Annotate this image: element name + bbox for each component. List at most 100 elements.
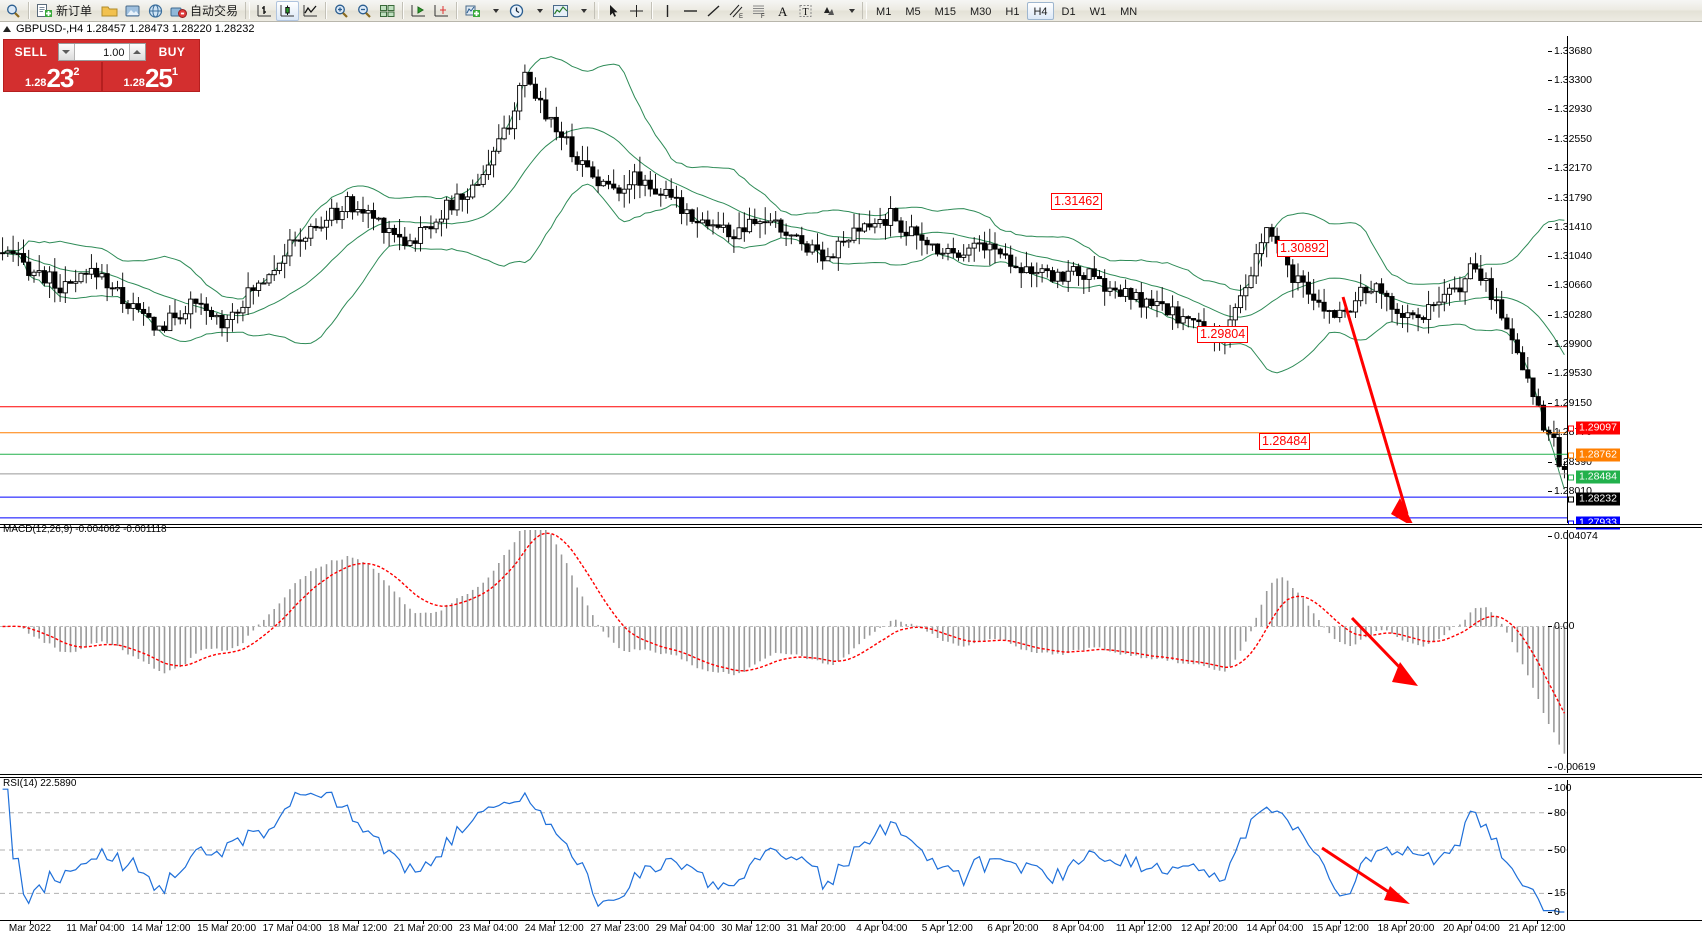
crosshair-icon[interactable] [625,1,648,21]
sell-price-display[interactable]: 1.28 23 2 [4,62,103,91]
time-tick-label: 29 Mar 04:00 [655,923,715,934]
horizontal-line-icon[interactable] [679,1,702,21]
toolbar-separator-3 [402,2,405,19]
new-order-button[interactable]: 新订单 [33,1,98,21]
price-level-label[interactable]: 1.28232 [1568,492,1620,506]
text-label-icon[interactable]: T [794,1,817,21]
one-click-trading-panel[interactable]: SELL 1.00 BUY 1.28 23 2 1.28 25 1 [3,39,200,92]
pane-separator-2[interactable] [0,774,1702,778]
time-tick-label: 24 Mar 12:00 [524,923,584,934]
price-axis[interactable]: 1.33680 1.33300 1.32930 1.32550 1.32170 1.317… [1548,36,1702,551]
tick-mark [1548,255,1552,257]
time-tick [816,921,818,924]
timeframe-button-m1[interactable]: M1 [876,5,892,18]
toolbar-separator-2 [325,2,328,19]
time-tick [357,921,359,924]
period-dropdown-caret[interactable] [528,1,549,21]
time-tick [30,921,31,924]
macd-plot-area[interactable] [0,530,1567,773]
timeframe-button-m15[interactable]: M15 [934,5,956,18]
buy-button[interactable]: BUY [158,45,186,59]
time-tick [554,921,556,924]
folder-icon[interactable] [98,1,121,21]
price-annotation[interactable]: 1.28484 [1259,433,1311,450]
price-annotation[interactable]: 1.31462 [1051,193,1103,210]
collapse-triangle-icon[interactable] [3,26,11,32]
chevron-up-icon [133,50,141,54]
price-level-label[interactable]: 1.28484 [1568,470,1620,484]
vertical-line-icon[interactable] [656,1,679,21]
rsi-pane[interactable]: RSI(14) 22.5890 100 80 50 15 0 [0,778,1702,920]
tile-windows-icon[interactable] [376,1,399,21]
zoom-out-icon[interactable] [353,1,376,21]
auto-trading-button[interactable]: 自动交易 [167,1,244,21]
price-tick-label: 1.29150 [1548,397,1624,409]
toolbar-grip-2[interactable] [594,2,600,19]
shift-chart-icon[interactable] [407,1,430,21]
magnifier-icon[interactable] [2,1,25,21]
price-chart-pane[interactable]: 1.33680 1.33300 1.32930 1.32550 1.32170 1.317… [0,36,1702,551]
level-drag-handle[interactable] [1568,496,1574,502]
rsi-plot-area[interactable] [0,780,1567,920]
rsi-tick-label: 50 [1548,844,1624,856]
rsi-tick-label: 0 [1548,906,1624,918]
candlestick-chart-icon[interactable] [276,0,300,21]
new-order-label: 新订单 [56,4,93,18]
level-drag-handle[interactable] [1568,452,1574,458]
level-drag-handle[interactable] [1568,474,1574,480]
price-annotation[interactable]: 1.29804 [1197,326,1249,343]
price-candles-svg [0,56,1567,523]
arrows-icon[interactable] [817,1,840,21]
macd-pane[interactable]: MACD(12,26,9) -0.004062 -0.001118 0.0040… [0,524,1702,773]
timeframe-button-m5[interactable]: M5 [905,5,921,18]
price-level-label[interactable]: 1.28762 [1568,448,1620,462]
time-axis[interactable]: Mar 2022 11 Mar 04:00 14 Mar 12:00 15 Mar 2… [0,920,1702,938]
indicator-dropdown-caret[interactable] [484,1,505,21]
timeframe-button-mn[interactable]: MN [1120,5,1138,18]
bar-chart-icon[interactable] [253,1,276,21]
fibonacci-icon[interactable]: F [748,1,771,21]
line-chart-icon[interactable] [299,1,322,21]
level-drag-handle[interactable] [1568,425,1574,431]
volume-decrease-button[interactable] [58,44,75,60]
rsi-tick-label: 100 [1548,782,1624,794]
publish-icon[interactable] [121,1,144,21]
tick-mark [1548,912,1552,913]
timeframe-button-h4[interactable]: H4 [1027,1,1054,20]
timeframe-button-h1[interactable]: H1 [1005,5,1020,18]
macd-axis[interactable]: 0.004074 0.00 -0.00619 [1548,530,1702,773]
equidistant-channel-icon[interactable]: E [725,1,748,21]
templates-dropdown-caret[interactable] [572,1,593,21]
svg-text:A: A [778,4,788,19]
sell-price-prefix: 1.28 [25,77,47,89]
volume-stepper[interactable]: 1.00 [57,43,146,61]
buy-price-display[interactable]: 1.28 25 1 [103,62,200,91]
cursor-icon[interactable] [602,1,625,21]
globe-icon[interactable] [144,1,167,21]
trendline-icon[interactable] [702,1,725,21]
price-level-label[interactable]: 1.29097 [1568,421,1620,435]
timeframe-button-w1[interactable]: W1 [1089,5,1107,18]
price-annotation[interactable]: 1.30892 [1277,240,1329,257]
text-icon[interactable]: A [771,1,794,21]
time-tick [685,921,687,924]
timeframe-button-m30[interactable]: M30 [970,5,992,18]
volume-increase-button[interactable] [128,44,145,60]
clock-icon[interactable] [505,1,528,21]
rsi-svg [0,788,1567,913]
timeframe-button-d1[interactable]: D1 [1061,5,1076,18]
templates-icon[interactable] [549,1,572,21]
add-indicator-icon[interactable] [461,1,484,21]
sell-button[interactable]: SELL [14,45,48,59]
pane-separator-1[interactable] [0,524,1702,528]
zoom-in-icon[interactable] [330,1,353,21]
auto-scroll-icon[interactable] [430,1,453,21]
time-tick-label: 30 Mar 12:00 [721,923,781,934]
rsi-axis[interactable]: 100 80 50 15 0 [1548,780,1702,920]
toolbar-grip[interactable] [245,2,251,19]
time-tick [1340,921,1342,924]
toolbar-grip-3[interactable] [862,2,868,19]
volume-input[interactable]: 1.00 [103,47,125,59]
price-plot-area[interactable] [0,36,1567,523]
arrows-dropdown-caret[interactable] [840,1,861,21]
